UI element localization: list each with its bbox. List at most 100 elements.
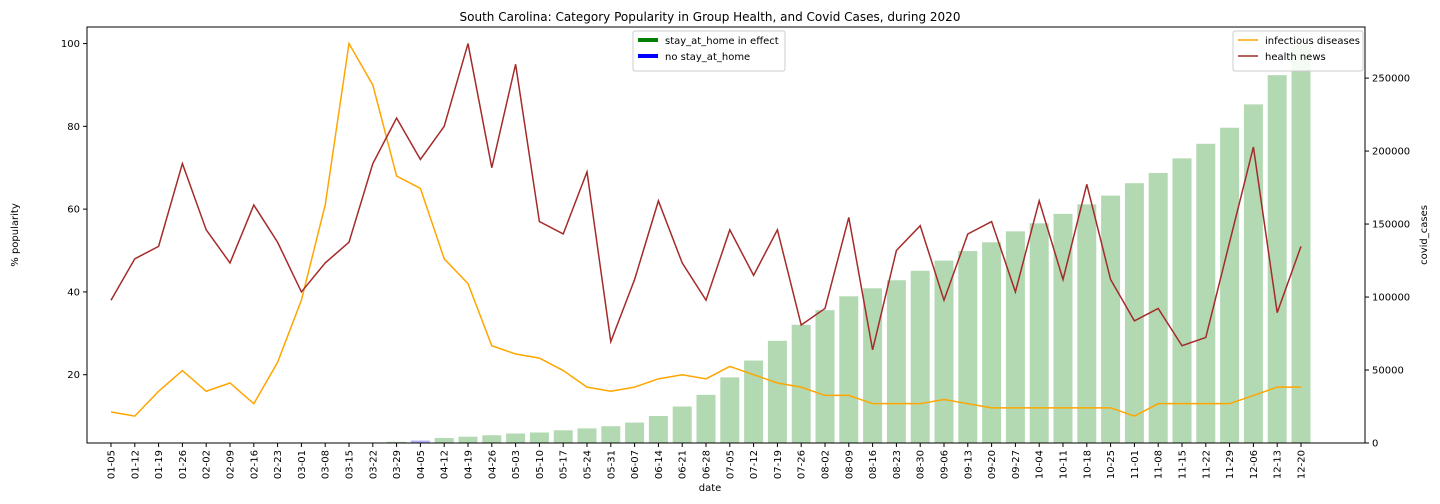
x-tick-label: 09-13 <box>963 450 974 479</box>
x-tick-label: 01-12 <box>130 450 141 479</box>
chart-title: South Carolina: Category Popularity in G… <box>460 10 961 24</box>
y-axis-left-title: % popularity <box>10 203 21 267</box>
bar-05-10 <box>530 432 549 443</box>
x-tick-label: 07-26 <box>797 450 808 479</box>
x-tick-label: 12-06 <box>1249 450 1260 479</box>
legend-label: health news <box>1265 52 1326 63</box>
x-tick-label: 09-20 <box>987 450 998 479</box>
legend-right: infectious diseases health news <box>1233 31 1363 71</box>
x-tick-label: 08-02 <box>821 450 832 479</box>
x-tick-label: 10-18 <box>1082 450 1093 479</box>
x-tick-label: 07-12 <box>749 450 760 479</box>
bar-11-01 <box>1125 183 1144 443</box>
x-tick-label: 06-21 <box>678 450 689 479</box>
bar-08-09 <box>839 296 858 443</box>
x-tick-label: 08-16 <box>868 450 879 479</box>
y-right-tick-label: 150000 <box>1372 220 1410 231</box>
x-tick-label: 09-06 <box>940 450 951 479</box>
x-tick-label: 10-11 <box>1059 450 1070 479</box>
x-tick-label: 02-23 <box>273 450 284 479</box>
x-tick-label: 03-15 <box>345 450 356 479</box>
x-tick-label: 10-04 <box>1035 450 1046 479</box>
y-left-tick-label: 20 <box>67 370 80 381</box>
x-tick-label: 04-19 <box>464 450 475 479</box>
x-tick-label: 10-25 <box>1106 450 1117 479</box>
x-tick-label: 04-05 <box>416 450 427 479</box>
bar-10-04 <box>1030 223 1049 443</box>
bar-04-12 <box>435 438 454 443</box>
bar-06-14 <box>649 416 668 443</box>
bar-08-30 <box>911 271 930 443</box>
x-tick-label: 05-17 <box>559 450 570 479</box>
bar-04-19 <box>459 437 478 443</box>
y-right-tick-label: 100000 <box>1372 293 1410 304</box>
x-tick-label: 07-19 <box>773 450 784 479</box>
legend-left: stay_at_home in effect no stay_at_home <box>633 31 785 71</box>
x-tick-label: 11-22 <box>1201 450 1212 479</box>
bar-06-21 <box>673 407 692 443</box>
bar-08-02 <box>816 310 835 443</box>
x-tick-label: 01-05 <box>107 450 118 479</box>
x-tick-label: 02-09 <box>226 450 237 479</box>
y-right-tick-label: 0 <box>1372 439 1378 450</box>
x-tick-label: 11-29 <box>1225 450 1236 479</box>
x-tick-label: 06-28 <box>702 450 713 479</box>
x-tick-label: 11-15 <box>1178 450 1189 479</box>
y-left-tick-label: 60 <box>67 205 80 216</box>
y-left-tick-label: 80 <box>67 122 80 133</box>
bar-07-26 <box>792 325 811 443</box>
x-tick-label: 09-27 <box>1011 450 1022 479</box>
x-tick-label: 05-31 <box>606 450 617 479</box>
x-tick-label: 11-08 <box>1154 450 1165 479</box>
legend-label: infectious diseases <box>1265 36 1360 47</box>
legend-label: no stay_at_home <box>665 52 750 63</box>
x-tick-label: 04-12 <box>440 450 451 479</box>
bar-07-19 <box>768 341 787 443</box>
bar-05-17 <box>554 430 573 443</box>
x-tick-label: 05-03 <box>511 450 522 479</box>
x-tick-label: 11-01 <box>1130 450 1141 479</box>
bar-05-03 <box>506 434 525 443</box>
bar-12-06 <box>1244 104 1263 443</box>
bar-09-06 <box>935 261 954 443</box>
y-left-tick-label: 100 <box>61 39 80 50</box>
bar-11-29 <box>1220 128 1239 443</box>
y-right-tick-label: 50000 <box>1372 366 1404 377</box>
bar-05-24 <box>578 428 597 443</box>
x-tick-label: 03-08 <box>321 450 332 479</box>
bar-11-22 <box>1196 144 1215 443</box>
x-tick-label: 02-02 <box>202 450 213 479</box>
x-tick-label: 04-26 <box>487 450 498 479</box>
x-tick-label: 05-10 <box>535 450 546 479</box>
bar-12-20 <box>1292 45 1311 443</box>
x-tick-label: 01-19 <box>154 450 165 479</box>
bar-07-05 <box>720 377 739 443</box>
bar-09-13 <box>958 251 977 443</box>
bar-04-26 <box>482 435 501 443</box>
x-tick-label: 08-30 <box>916 450 927 479</box>
x-tick-label: 02-16 <box>249 450 260 479</box>
x-tick-label: 05-24 <box>583 450 594 479</box>
x-tick-label: 03-29 <box>392 450 403 479</box>
bar-10-11 <box>1054 214 1073 443</box>
bar-10-25 <box>1101 196 1120 443</box>
x-tick-label: 07-05 <box>725 450 736 479</box>
y-right-tick-label: 200000 <box>1372 147 1410 158</box>
x-tick-label: 12-13 <box>1273 450 1284 479</box>
bar-11-15 <box>1173 158 1192 443</box>
x-tick-label: 08-09 <box>844 450 855 479</box>
y-axis-right-title: covid_cases <box>1419 205 1430 265</box>
x-tick-label: 06-14 <box>654 450 665 479</box>
bar-09-27 <box>1006 231 1025 443</box>
bar-09-20 <box>982 242 1001 443</box>
x-tick-label: 03-01 <box>297 450 308 479</box>
bar-05-31 <box>601 426 620 443</box>
x-tick-label: 06-07 <box>630 450 641 479</box>
x-tick-label: 01-26 <box>178 450 189 479</box>
x-tick-label: 08-23 <box>892 450 903 479</box>
y-left-tick-label: 40 <box>67 287 80 298</box>
y-right-tick-label: 250000 <box>1372 74 1410 85</box>
bar-06-07 <box>625 423 644 443</box>
bar-08-23 <box>887 280 906 443</box>
